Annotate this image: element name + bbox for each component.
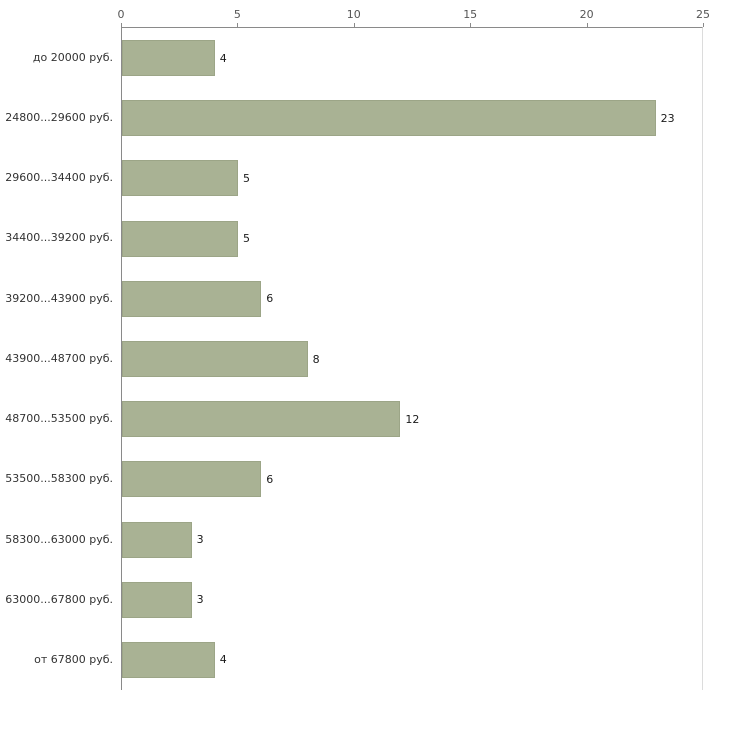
category-label: 39200...43900 руб. (5, 291, 113, 305)
value-label: 4 (219, 653, 227, 667)
bar (122, 100, 656, 137)
category-label: 58300...63000 руб. (5, 532, 113, 546)
x-tick-mark (237, 23, 239, 27)
category-label: 63000...67800 руб. (5, 593, 113, 607)
bar (122, 341, 308, 378)
value-label: 23 (660, 111, 675, 125)
bar-row: 3 (122, 570, 702, 630)
value-label: 6 (266, 292, 274, 306)
value-label: 6 (266, 472, 274, 486)
x-tick-label: 10 (346, 8, 361, 21)
x-tick-mark (703, 23, 704, 27)
bar-row: 4 (122, 28, 702, 88)
bar-row: 3 (122, 510, 702, 570)
category-label: 53500...58300 руб. (5, 472, 113, 486)
bar-row: 6 (122, 449, 702, 509)
x-tick-mark (586, 23, 588, 27)
bar-row: 23 (122, 88, 702, 148)
bar (122, 40, 215, 77)
bar (122, 160, 238, 197)
bar (122, 401, 401, 438)
bar-row: 8 (122, 329, 702, 389)
category-label: 48700...53500 руб. (5, 412, 113, 426)
x-tick-label: 25 (696, 8, 710, 21)
bar (122, 280, 262, 317)
y-axis-category-labels: до 20000 руб. 24800...29600 руб. 29600...3… (0, 27, 113, 690)
value-label: 5 (243, 171, 250, 185)
value-label: 3 (196, 593, 204, 607)
bar (122, 521, 192, 558)
bar-row: 4 (122, 630, 702, 690)
category-label: 34400...39200 руб. (5, 231, 113, 245)
category-label: 43900...48700 руб. (5, 351, 113, 365)
value-label: 5 (243, 232, 250, 246)
bar (122, 461, 262, 498)
bar (122, 220, 238, 257)
category-label: до 20000 руб. (32, 50, 113, 64)
value-label: 3 (196, 533, 204, 547)
x-tick-label: 15 (463, 8, 478, 21)
category-label: 29600...34400 руб. (5, 171, 113, 185)
bar (122, 581, 192, 618)
x-tick-label: 5 (233, 8, 241, 21)
bar-row: 5 (122, 209, 702, 269)
bar-row: 6 (122, 269, 702, 329)
bar-row: 12 (122, 389, 702, 449)
x-tick-label: 20 (579, 8, 594, 21)
bar-row: 5 (122, 148, 702, 208)
bar (122, 641, 215, 678)
value-label: 4 (219, 51, 227, 65)
x-tick-mark (353, 23, 355, 27)
x-tick-label: 0 (117, 8, 125, 21)
x-tick-mark (121, 23, 122, 27)
x-tick-mark (470, 23, 472, 27)
category-label: 24800...29600 руб. (5, 110, 113, 124)
plot-area: 4 23 5 5 6 8 12 6 3 3 4 (121, 27, 703, 690)
category-label: от 67800 руб. (34, 653, 113, 667)
value-label: 8 (312, 352, 320, 366)
value-label: 12 (405, 412, 420, 426)
